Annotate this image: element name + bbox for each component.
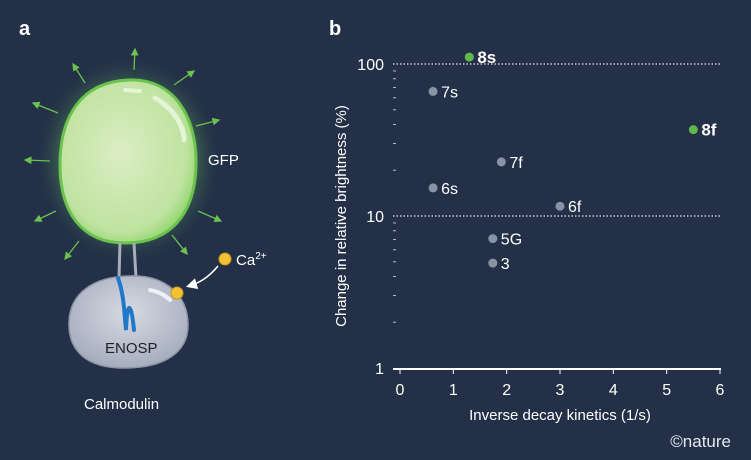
calcium-label: Ca2+: [236, 251, 267, 269]
x-tick-label: 5: [662, 382, 671, 399]
data-point-5G: [488, 234, 498, 244]
x-tick-label: 3: [556, 382, 565, 399]
x-tick-label: 2: [502, 382, 511, 399]
nature-credit: ©nature: [670, 432, 731, 451]
x-tick-label: 1: [449, 382, 458, 399]
x-tick-label: 4: [609, 382, 618, 399]
scatter-chart: Change in relative brightness (%) Invers…: [333, 48, 725, 424]
data-point-6f: [555, 201, 565, 211]
y-axis-label: Change in relative brightness (%): [333, 105, 350, 327]
data-point-8f: [688, 125, 698, 135]
data-point-8s: [464, 52, 474, 62]
binding-arrow-icon: [185, 265, 219, 290]
calmodulin-shape: [68, 275, 189, 369]
gfp-barrel: [58, 78, 198, 245]
data-label-8s: 8s: [477, 48, 496, 67]
data-point-7f: [496, 157, 506, 167]
data-label-7s: 7s: [441, 84, 458, 101]
data-point-3: [488, 258, 498, 268]
calmodulin-label: Calmodulin: [84, 396, 159, 413]
data-label-6s: 6s: [441, 181, 458, 198]
free-calcium-icon: [218, 252, 232, 266]
enosp-linker: [116, 276, 136, 332]
data-label-8f: 8f: [701, 121, 716, 140]
data-point-6s: [428, 183, 438, 193]
y-tick-label: 1: [375, 361, 384, 378]
data-label-7f: 7f: [509, 155, 523, 172]
data-label-6f: 6f: [568, 199, 582, 216]
y-tick-label: 10: [366, 209, 384, 226]
data-point-7s: [428, 86, 438, 96]
data-label-3: 3: [501, 256, 510, 273]
emission-arrows-icon: [23, 47, 223, 261]
gfp-label: GFP: [208, 152, 239, 169]
y-tick-label: 100: [357, 57, 384, 74]
x-tick-label: 6: [716, 382, 725, 399]
data-label-5G: 5G: [501, 232, 522, 249]
panel-b-label: b: [329, 18, 342, 40]
x-tick-label: 0: [396, 382, 405, 399]
enosp-label: ENOSP: [105, 340, 158, 357]
bound-calcium-icon: [170, 286, 184, 300]
panel-a-label: a: [19, 18, 31, 40]
x-axis-label: Inverse decay kinetics (1/s): [469, 407, 651, 424]
gfp-sensor-diagram: GFP Ca2+ ENOSP Calmodulin: [23, 47, 267, 413]
